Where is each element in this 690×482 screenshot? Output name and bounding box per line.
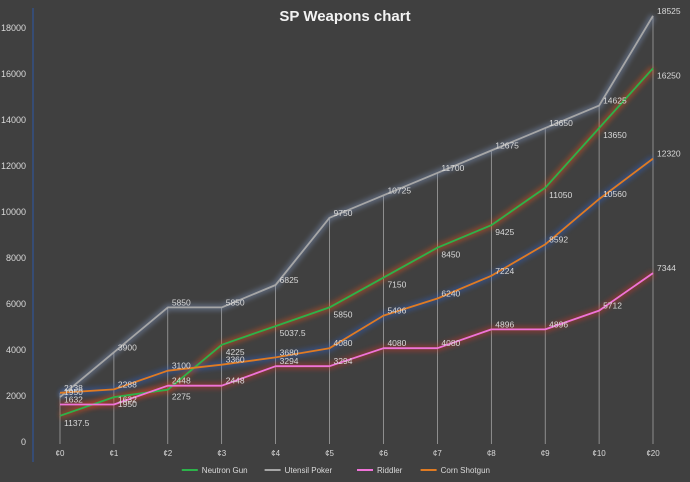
y-tick-label: 4000 [6,345,26,355]
x-axis-ticks: ¢0 ¢1 ¢2 ¢3 ¢4 ¢5 ¢6 ¢7 ¢8 ¢9 ¢10 ¢20 [56,449,661,458]
data-label: 9750 [334,208,353,218]
data-label: 5850 [226,297,245,307]
x-tick-label: ¢4 [271,449,280,458]
data-labels: 1137.5 1950 2275 4225 5037.5 5850 7150 8450 9425… [64,6,681,428]
data-label: 3100 [172,361,191,371]
x-tick-label: ¢7 [433,449,442,458]
data-label: 7150 [387,280,406,290]
data-label: 2448 [172,376,191,386]
data-label: 1950 [118,399,137,409]
data-label: 11700 [441,163,464,173]
data-label: 4080 [387,338,406,348]
data-label: 13650 [549,118,573,128]
data-label: 4896 [495,319,514,329]
data-label: 8450 [441,250,460,260]
series-line-1 [59,15,654,398]
x-tick-label: ¢6 [379,449,388,458]
data-label: 3294 [280,356,299,366]
legend-label: Riddler [377,466,403,475]
series-lines [59,15,654,417]
x-tick-label: ¢9 [541,449,550,458]
series-line-0 [59,67,654,417]
series-line-2 [60,272,654,406]
data-label: 2448 [226,376,245,386]
data-label: 6825 [280,275,299,285]
data-label: 8592 [549,234,568,244]
data-label: 7224 [495,266,514,276]
data-label: 11050 [549,190,572,200]
y-tick-label: 16000 [1,69,26,79]
data-label: 5037.5 [280,328,306,338]
data-label: 3294 [334,356,353,366]
y-axis-ticks: 0 2000 4000 6000 8000 10000 12000 14000 16000 180… [1,23,26,447]
y-tick-label: 14000 [1,115,26,125]
data-label: 5712 [603,301,622,311]
data-label: 4225 [226,347,245,357]
x-tick-label: ¢10 [592,449,606,458]
x-tick-label: ¢3 [217,449,226,458]
data-label: 10725 [387,185,411,195]
data-label: 13650 [603,130,627,140]
y-tick-label: 2000 [6,391,26,401]
data-label: 2275 [172,392,191,402]
legend-label: Neutron Gun [202,466,248,475]
legend: Neutron Gun Utensil Poker Riddler Corn Shot… [181,466,490,475]
y-tick-label: 8000 [6,253,26,263]
data-label: 5850 [172,297,191,307]
y-tick-label: 0 [21,437,26,447]
data-label: 2138 [64,383,83,393]
data-label: 1137.5 [64,418,90,428]
data-label: 1632 [118,394,137,404]
data-label: 1950 [64,387,83,397]
series-line-3 [59,157,654,394]
x-tick-label: ¢8 [487,449,496,458]
data-label: 14625 [603,96,627,106]
x-tick-label: ¢5 [325,449,334,458]
data-label: 12675 [495,140,519,150]
data-label: 12320 [657,149,681,159]
data-label: 6240 [441,288,460,298]
data-label: 3360 [226,355,245,365]
y-tick-label: 10000 [1,207,26,217]
data-label: 2288 [118,379,137,389]
data-label: 1632 [64,394,83,404]
x-tick-label: ¢20 [646,449,660,458]
drop-lines [59,15,654,444]
data-label: 10560 [603,189,627,199]
x-tick-label: ¢1 [109,449,118,458]
data-label: 7344 [657,263,676,273]
chart-title: SP Weapons chart [279,8,410,25]
data-label: 18525 [657,6,681,16]
y-tick-label: 12000 [1,161,26,171]
y-tick-label: 18000 [1,23,26,33]
data-label: 9425 [495,227,514,237]
data-label: 3900 [118,342,137,352]
data-label: 3680 [280,347,299,357]
data-label: 4080 [334,338,353,348]
y-tick-label: 6000 [6,299,26,309]
x-tick-label: ¢0 [56,449,65,458]
data-label: 5496 [387,306,406,316]
data-label: 16250 [657,70,681,80]
data-label: 4080 [441,338,460,348]
legend-label: Utensil Poker [285,466,333,475]
legend-label: Corn Shotgun [441,466,490,475]
data-label: 5850 [334,309,353,319]
data-label: 4896 [549,319,568,329]
x-tick-label: ¢2 [163,449,172,458]
